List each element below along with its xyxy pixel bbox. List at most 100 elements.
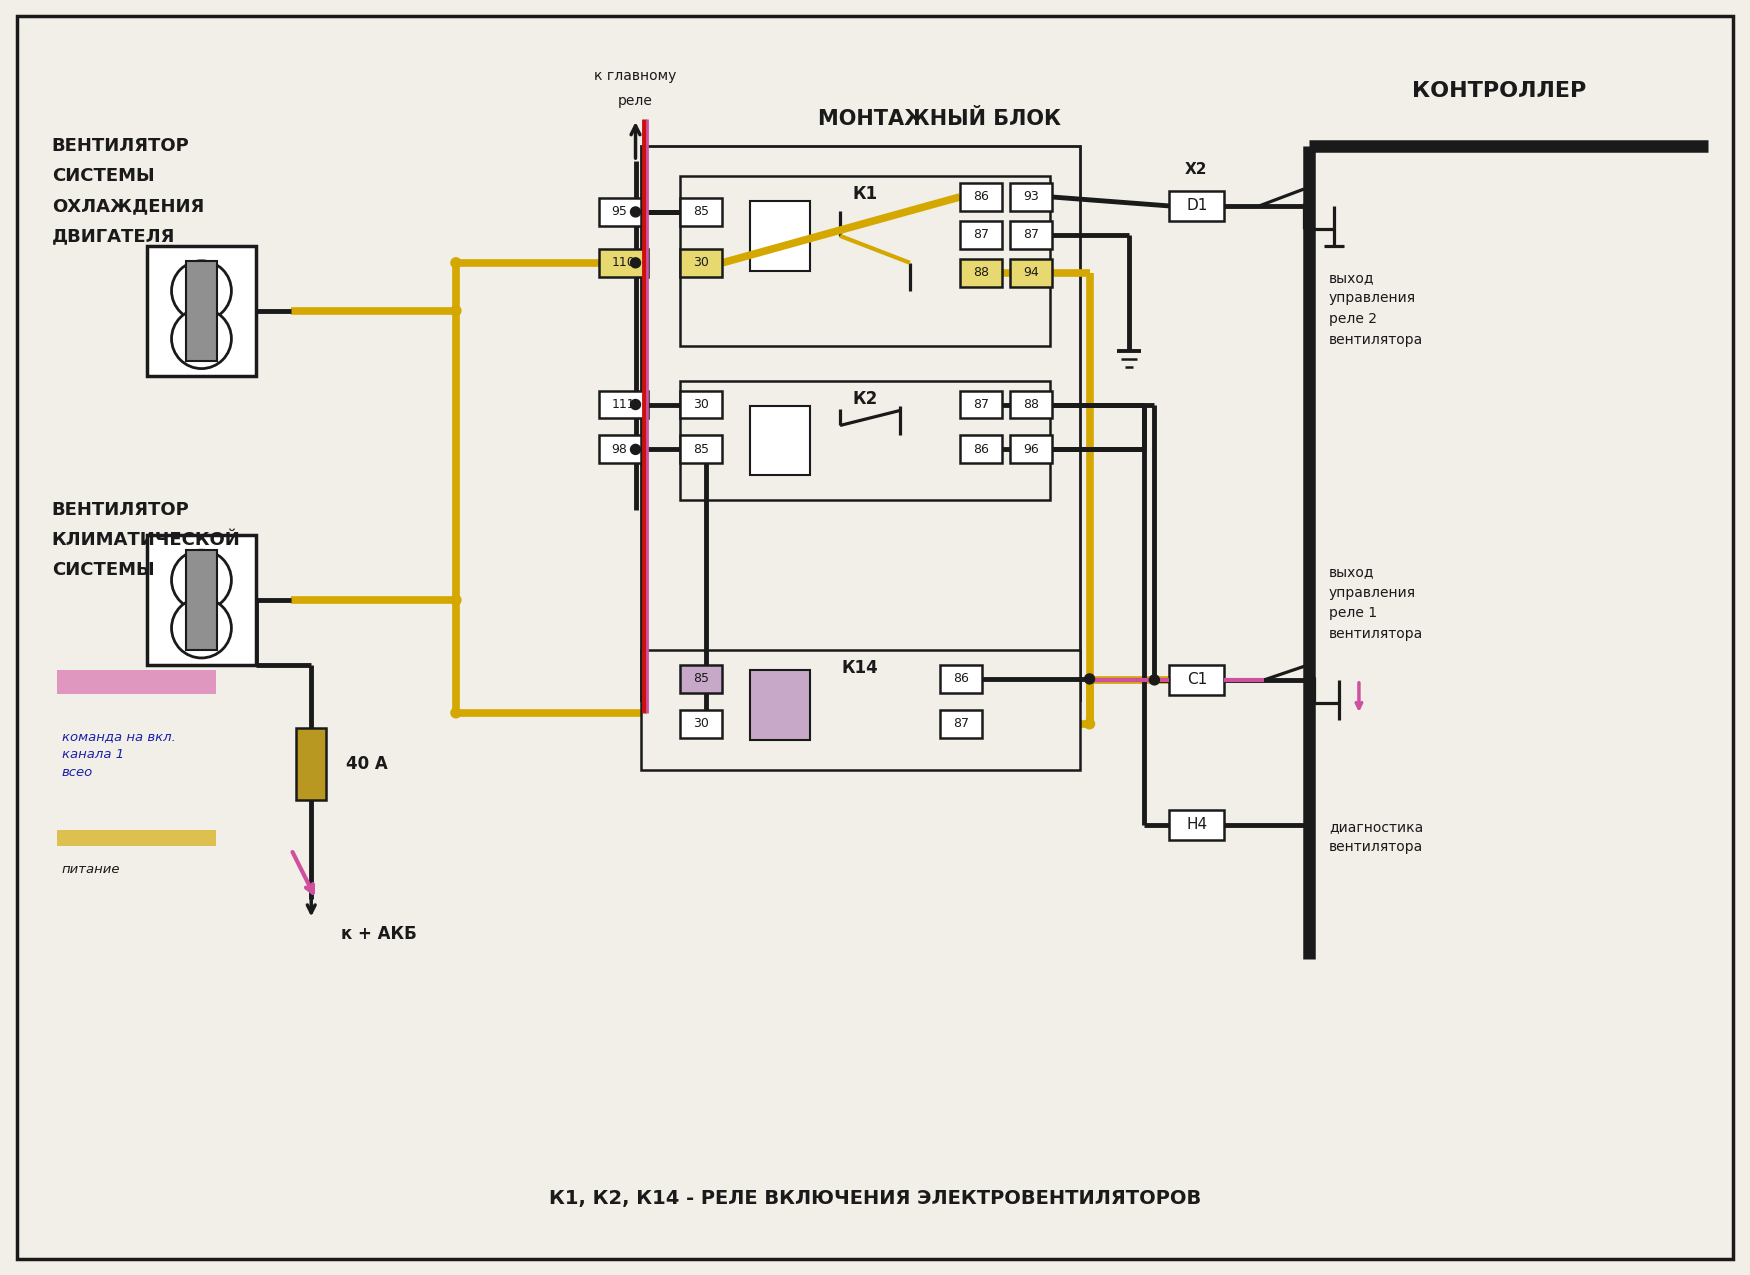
Text: 85: 85 bbox=[693, 205, 709, 218]
Text: 94: 94 bbox=[1022, 266, 1038, 279]
Circle shape bbox=[172, 261, 231, 321]
Text: К14: К14 bbox=[842, 659, 878, 677]
Bar bbox=[681, 198, 723, 226]
Text: 95: 95 bbox=[611, 205, 628, 218]
Text: к + АКБ: к + АКБ bbox=[341, 926, 416, 944]
Text: 88: 88 bbox=[1022, 398, 1040, 411]
Text: ОХЛАЖДЕНИЯ: ОХЛАЖДЕНИЯ bbox=[52, 196, 205, 215]
Circle shape bbox=[630, 399, 640, 409]
Text: команда на вкл.
канала 1
всео: команда на вкл. канала 1 всео bbox=[61, 729, 175, 779]
Text: СИСТЕМЫ: СИСТЕМЫ bbox=[52, 561, 154, 579]
Bar bbox=[681, 390, 723, 418]
Text: 87: 87 bbox=[952, 718, 970, 731]
Circle shape bbox=[452, 595, 460, 606]
Circle shape bbox=[172, 598, 231, 658]
Bar bbox=[959, 436, 1001, 463]
Bar bbox=[681, 710, 723, 738]
Bar bbox=[681, 380, 1050, 500]
Bar bbox=[940, 710, 982, 738]
Text: D1: D1 bbox=[1186, 199, 1207, 213]
Text: К2: К2 bbox=[852, 390, 878, 408]
Text: 85: 85 bbox=[693, 672, 709, 686]
Bar bbox=[959, 184, 1001, 210]
Text: 86: 86 bbox=[954, 672, 970, 686]
Bar bbox=[1010, 221, 1052, 249]
Text: Х2: Х2 bbox=[1185, 162, 1207, 176]
Bar bbox=[296, 728, 326, 799]
Text: К1: К1 bbox=[852, 185, 877, 203]
Circle shape bbox=[172, 309, 231, 368]
Text: диагностика
вентилятора: диагностика вентилятора bbox=[1328, 820, 1423, 854]
Bar bbox=[56, 669, 217, 694]
Text: СИСТЕМЫ: СИСТЕМЫ bbox=[52, 167, 154, 185]
Bar bbox=[751, 669, 810, 739]
Bar bbox=[751, 201, 810, 270]
Bar bbox=[1010, 259, 1052, 287]
Text: 30: 30 bbox=[693, 718, 709, 731]
Circle shape bbox=[172, 551, 231, 609]
Text: выход
управления
реле 2
вентилятора: выход управления реле 2 вентилятора bbox=[1328, 270, 1423, 347]
Text: 30: 30 bbox=[693, 398, 709, 411]
Text: 86: 86 bbox=[973, 442, 989, 456]
Text: 87: 87 bbox=[973, 398, 989, 411]
Bar bbox=[186, 551, 217, 650]
Bar bbox=[751, 405, 810, 476]
Bar bbox=[940, 666, 982, 692]
Circle shape bbox=[452, 708, 460, 718]
Text: КЛИМАТИЧЕСКОЙ: КЛИМАТИЧЕСКОЙ bbox=[52, 532, 240, 550]
Bar bbox=[1169, 810, 1225, 839]
Bar bbox=[1169, 191, 1225, 221]
Text: 88: 88 bbox=[973, 266, 989, 279]
Circle shape bbox=[452, 306, 460, 316]
Circle shape bbox=[630, 258, 640, 268]
Text: к главному: к главному bbox=[595, 69, 677, 83]
Text: реле: реле bbox=[618, 94, 653, 108]
Bar bbox=[681, 436, 723, 463]
Bar bbox=[147, 536, 255, 666]
Bar bbox=[681, 176, 1050, 346]
Text: Н4: Н4 bbox=[1186, 817, 1207, 833]
Text: ВЕНТИЛЯТОР: ВЕНТИЛЯТОР bbox=[52, 138, 189, 156]
Text: ВЕНТИЛЯТОР: ВЕНТИЛЯТОР bbox=[52, 501, 189, 519]
Bar bbox=[56, 830, 217, 845]
Text: 86: 86 bbox=[973, 190, 989, 204]
Text: 93: 93 bbox=[1022, 190, 1038, 204]
Bar bbox=[598, 249, 649, 277]
Circle shape bbox=[1085, 674, 1094, 683]
Bar bbox=[598, 390, 649, 418]
Bar bbox=[1010, 390, 1052, 418]
Circle shape bbox=[630, 445, 640, 454]
Bar bbox=[640, 650, 1080, 770]
Bar bbox=[598, 436, 640, 463]
Text: питание: питание bbox=[61, 863, 121, 876]
Circle shape bbox=[630, 207, 640, 217]
Bar bbox=[681, 666, 723, 692]
Bar bbox=[147, 246, 255, 376]
Bar bbox=[640, 147, 1080, 700]
Text: C1: C1 bbox=[1186, 672, 1207, 687]
Text: 87: 87 bbox=[973, 228, 989, 241]
Text: КОНТРОЛЛЕР: КОНТРОЛЛЕР bbox=[1412, 82, 1586, 101]
Bar bbox=[186, 261, 217, 361]
Text: 85: 85 bbox=[693, 442, 709, 456]
Text: К1, К2, К14 - РЕЛЕ ВКЛЮЧЕНИЯ ЭЛЕКТРОВЕНТИЛЯТОРОВ: К1, К2, К14 - РЕЛЕ ВКЛЮЧЕНИЯ ЭЛЕКТРОВЕНТ… bbox=[550, 1190, 1200, 1209]
Circle shape bbox=[452, 258, 460, 268]
Bar bbox=[959, 221, 1001, 249]
Text: МОНТАЖНЫЙ БЛОК: МОНТАЖНЫЙ БЛОК bbox=[819, 110, 1060, 129]
Text: 87: 87 bbox=[1022, 228, 1040, 241]
Bar bbox=[959, 390, 1001, 418]
Bar bbox=[1010, 184, 1052, 210]
Bar bbox=[1169, 666, 1225, 695]
Circle shape bbox=[1085, 719, 1094, 729]
Text: 40 А: 40 А bbox=[346, 755, 388, 773]
Bar bbox=[598, 198, 640, 226]
Text: 110: 110 bbox=[612, 256, 635, 269]
Text: 30: 30 bbox=[693, 256, 709, 269]
Bar bbox=[959, 259, 1001, 287]
Bar bbox=[681, 249, 723, 277]
Text: 96: 96 bbox=[1022, 442, 1038, 456]
Text: 98: 98 bbox=[611, 442, 628, 456]
Bar bbox=[1010, 436, 1052, 463]
Text: выход
управления
реле 1
вентилятора: выход управления реле 1 вентилятора bbox=[1328, 565, 1423, 641]
Text: 111: 111 bbox=[612, 398, 635, 411]
